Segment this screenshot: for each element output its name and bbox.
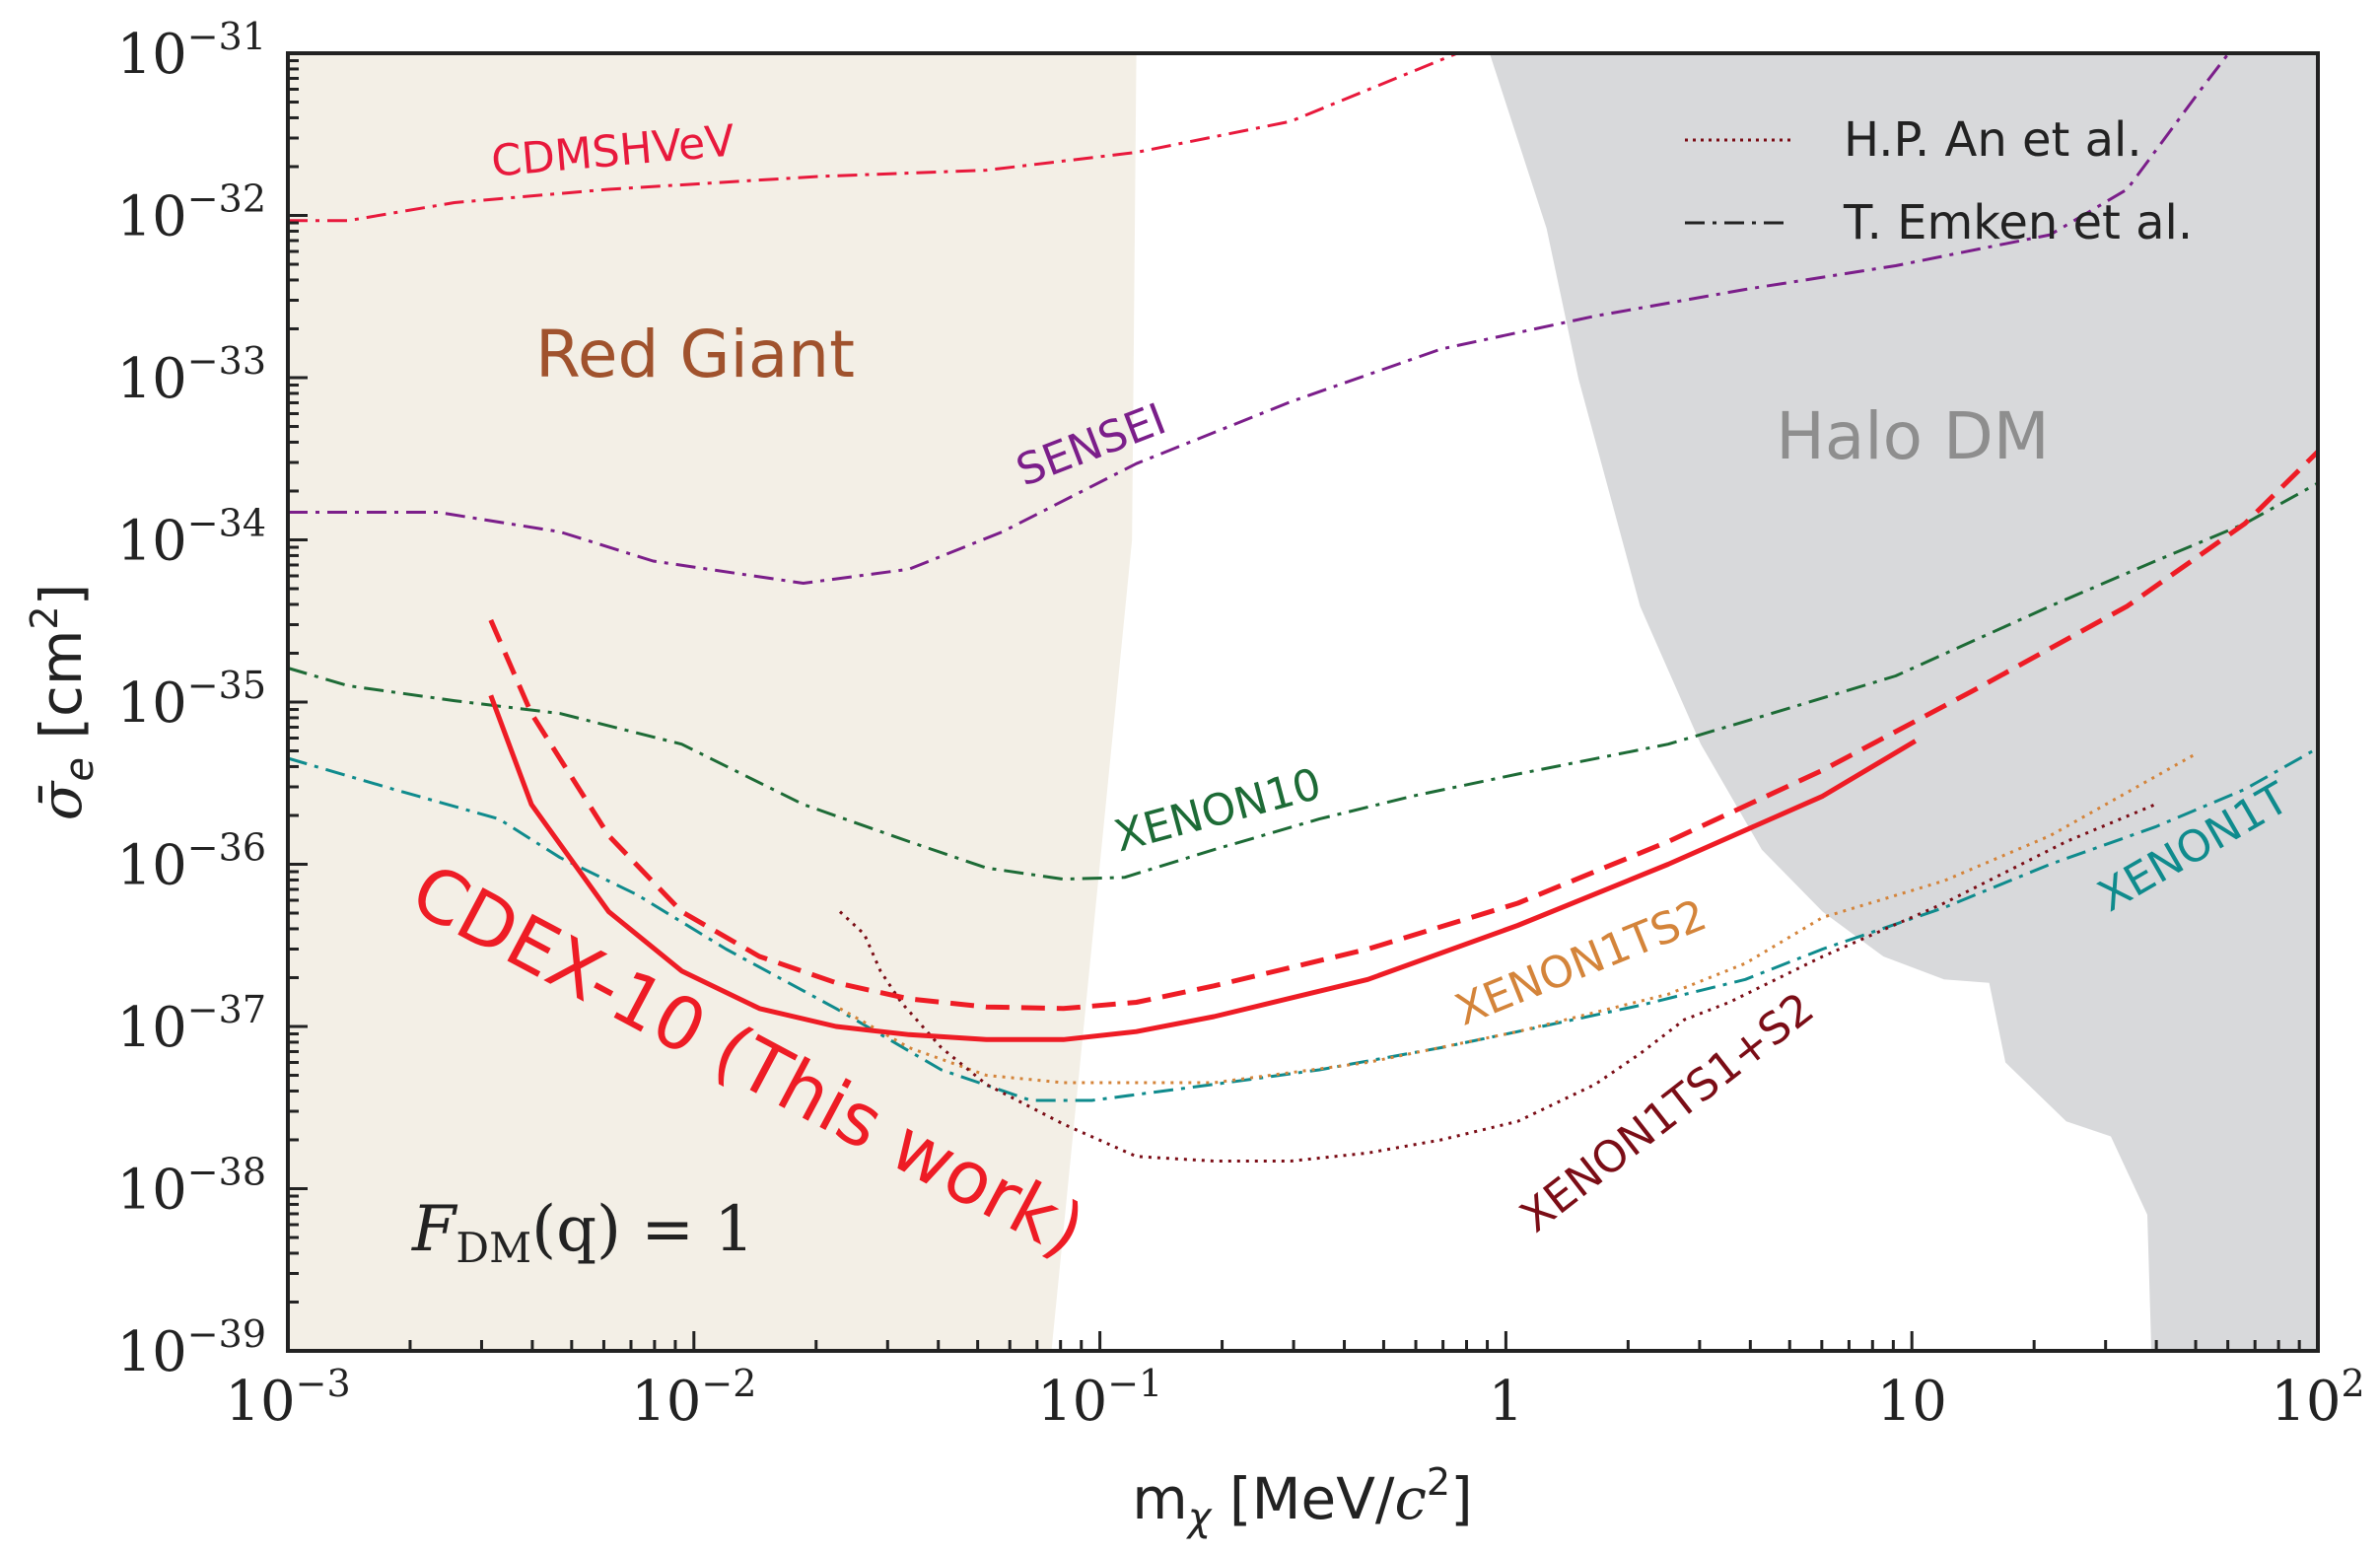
red-giant-label: Red Giant [535,317,855,392]
ylabel-unit: [cm [28,630,95,757]
legend-label-emken: T. Emken et al. [1843,195,2193,250]
ff-rest: (q) = 1 [531,1193,754,1266]
ylabel-close: ] [28,584,95,606]
ylabel-sup: 2 [23,605,66,629]
xlabel-close: ] [1450,1465,1473,1532]
x-tick-label: 10−2 [631,1362,756,1434]
xlabel-sup: 2 [1427,1460,1450,1504]
xenon1t-dashdot-curve [287,746,2319,1102]
x-tick-label: 10−3 [225,1362,350,1434]
halo-dm-label: Halo DM [1776,398,2050,474]
sensei-dashdot-curve [288,52,2230,585]
x-tick-label: 1 [1489,1370,1524,1434]
x-tick-label: 10 [1877,1370,1947,1434]
legend: H.P. An et al. T. Emken et al. [1685,112,2193,250]
y-tick-label: 10−37 [117,988,266,1060]
xlabel-sub: χ [1186,1495,1213,1540]
xenon10-label: XENON10 [1109,759,1326,863]
y-tick-label: 10−34 [117,502,266,574]
halo-dm-region [1489,53,2318,1351]
x-tick-label: 10−1 [1037,1362,1162,1434]
y-tick-label: 10−31 [117,15,266,87]
cdmshvev-dashdot-curve [288,51,1458,223]
xlabel-main: m [1132,1465,1188,1532]
y-tick-label: 10−38 [117,1151,266,1223]
xenon10-dashdot-curve [287,481,2319,882]
cdex-10-this-work-dashed-curve [488,450,2320,1012]
y-tick-label: 10−35 [117,664,266,736]
y-tick-label: 10−32 [117,177,266,249]
limit-curves [287,51,2320,1163]
x-axis-label: mχ [MeV/c2] [1132,1460,1473,1540]
form-factor-annotation: FDM(q) = 1 [411,1193,754,1272]
ff-sub: DM [455,1224,531,1272]
ff-f: F [411,1193,458,1266]
legend-label-an: H.P. An et al. [1844,112,2142,168]
cdex-10-this-work-solid-curve [488,694,1917,1042]
ylabel-sub: e [57,757,103,782]
xenon1ts2-dotted-curve [839,752,2198,1085]
plot-frame [286,51,2320,1353]
x-tick-label: 102 [2271,1362,2364,1434]
axis-ticks: 10−3 10−2 10−1 1 10 102 10−31 10−32 10−33 10−34 10… [117,15,2365,1434]
xlabel-c: c [1394,1465,1426,1532]
xlabel-unit: [MeV/ [1211,1465,1394,1532]
ylabel-main: σ̄ [28,780,95,820]
y-tick-label: 10−39 [117,1312,266,1384]
y-axis-label: σ̄e [cm2] [23,584,103,820]
y-tick-label: 10−33 [117,339,266,411]
y-tick-label: 10−36 [117,826,266,898]
